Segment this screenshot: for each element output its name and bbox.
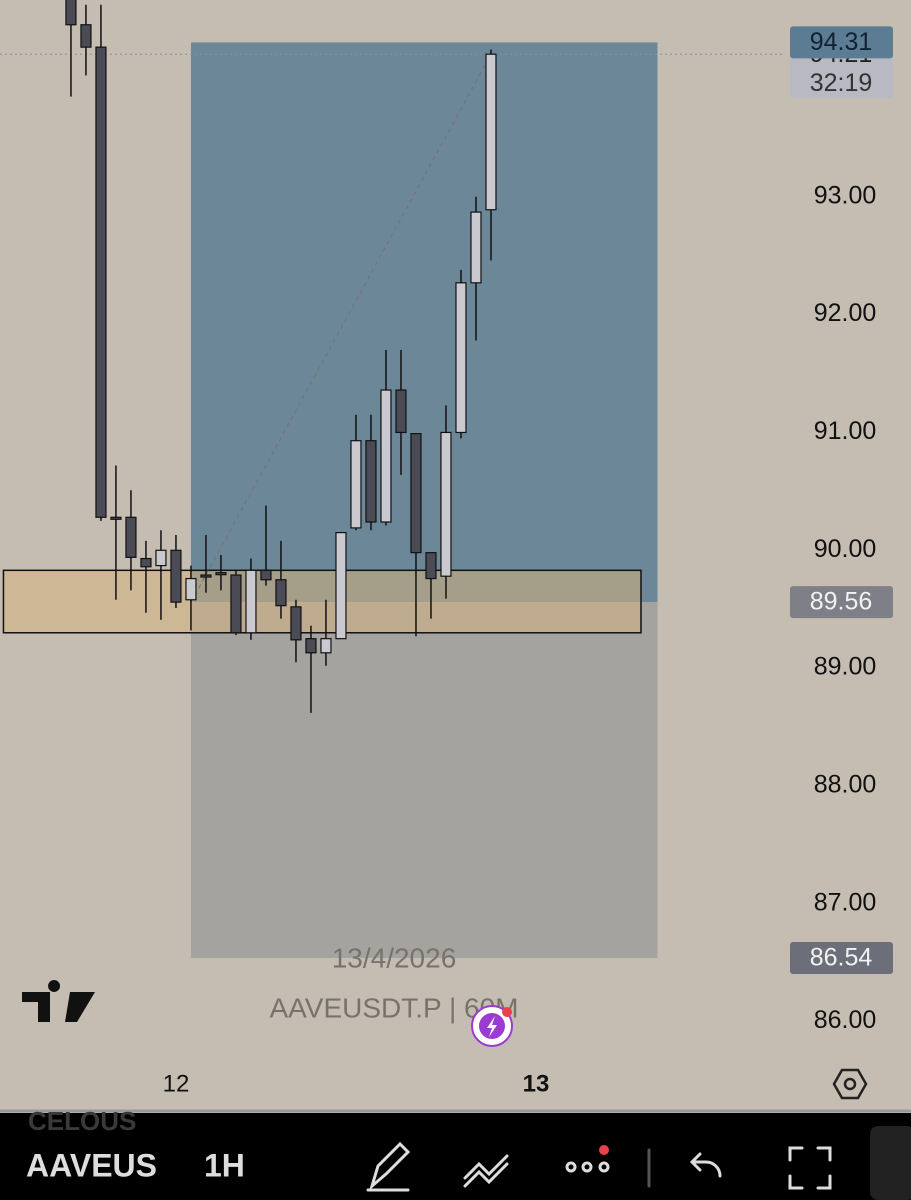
- candle-body: [245, 569, 257, 634]
- y-tick-label: 90.00: [814, 535, 877, 563]
- watermark: 13/4/2026: [332, 942, 457, 973]
- entry-label: 89.56: [810, 588, 873, 616]
- candle-body: [440, 431, 452, 577]
- target-label-box: [790, 26, 893, 59]
- symbol[interactable]: AAVEUS: [26, 1147, 157, 1183]
- toolbar-icons[interactable]: [366, 1141, 832, 1192]
- x-tick-label: 12: [163, 1070, 190, 1097]
- countdown: 32:19: [810, 69, 873, 97]
- bottom-toolbar: [0, 1113, 911, 1200]
- candle-body: [470, 211, 482, 284]
- y-tick-label: 89.00: [814, 653, 877, 681]
- side-button[interactable]: [870, 1126, 911, 1200]
- candle-body: [305, 638, 317, 654]
- candle-body: [95, 46, 107, 518]
- candle-body: [110, 516, 122, 520]
- candle-body: [320, 638, 332, 654]
- candle-body: [455, 282, 467, 434]
- profit-area: [190, 42, 658, 603]
- tradingview-logo: [22, 980, 95, 1022]
- target-label: 94.31: [810, 28, 873, 56]
- notification-dot: [599, 1145, 609, 1155]
- candle-body: [335, 532, 347, 640]
- y-tick-label: 87.00: [814, 888, 877, 916]
- trend-line: [190, 53, 492, 603]
- candle-body: [350, 440, 362, 529]
- candle-body: [425, 552, 437, 580]
- price-axis: 86.00 87.00 88.00 89.00 90.00 91.00 92.00 93.00…: [163, 26, 893, 1097]
- candle-body: [140, 557, 152, 568]
- y-tick-label: 86.00: [814, 1006, 877, 1034]
- candle-body: [125, 516, 137, 558]
- candle-body: [485, 53, 497, 211]
- candle-body: [185, 577, 197, 601]
- candle-body: [80, 24, 92, 48]
- y-tick-label: 91.00: [814, 417, 877, 445]
- stop-label: 86.54: [810, 944, 873, 972]
- candle-body: [200, 574, 212, 578]
- y-tick-label: 93.00: [814, 181, 877, 209]
- candle-body: [410, 433, 422, 554]
- candle-body: [275, 579, 287, 607]
- loss-area: [190, 602, 658, 958]
- y-tick-label: 88.00: [814, 771, 877, 799]
- candle-body: [395, 389, 407, 434]
- candle-body: [290, 606, 302, 641]
- zone: [2, 569, 642, 634]
- candle-body: [65, 0, 77, 26]
- candle-body: [365, 440, 377, 523]
- candle-body: [170, 549, 182, 603]
- y-tick-label: 92.00: [814, 299, 877, 327]
- x-tick-label: 13: [523, 1070, 550, 1097]
- alert-icon[interactable]: [471, 1005, 513, 1047]
- stop-label-box: [790, 941, 893, 974]
- candle-body: [380, 389, 392, 523]
- entry-label-box: [790, 586, 893, 619]
- candle-body: [260, 569, 272, 581]
- interval[interactable]: 1H: [204, 1147, 245, 1183]
- faint-symbol: CELOUS: [28, 1106, 136, 1136]
- settings-icon[interactable]: [832, 1068, 868, 1100]
- candle-body: [155, 549, 167, 567]
- candle-body: [215, 572, 227, 576]
- candle-body: [230, 574, 242, 634]
